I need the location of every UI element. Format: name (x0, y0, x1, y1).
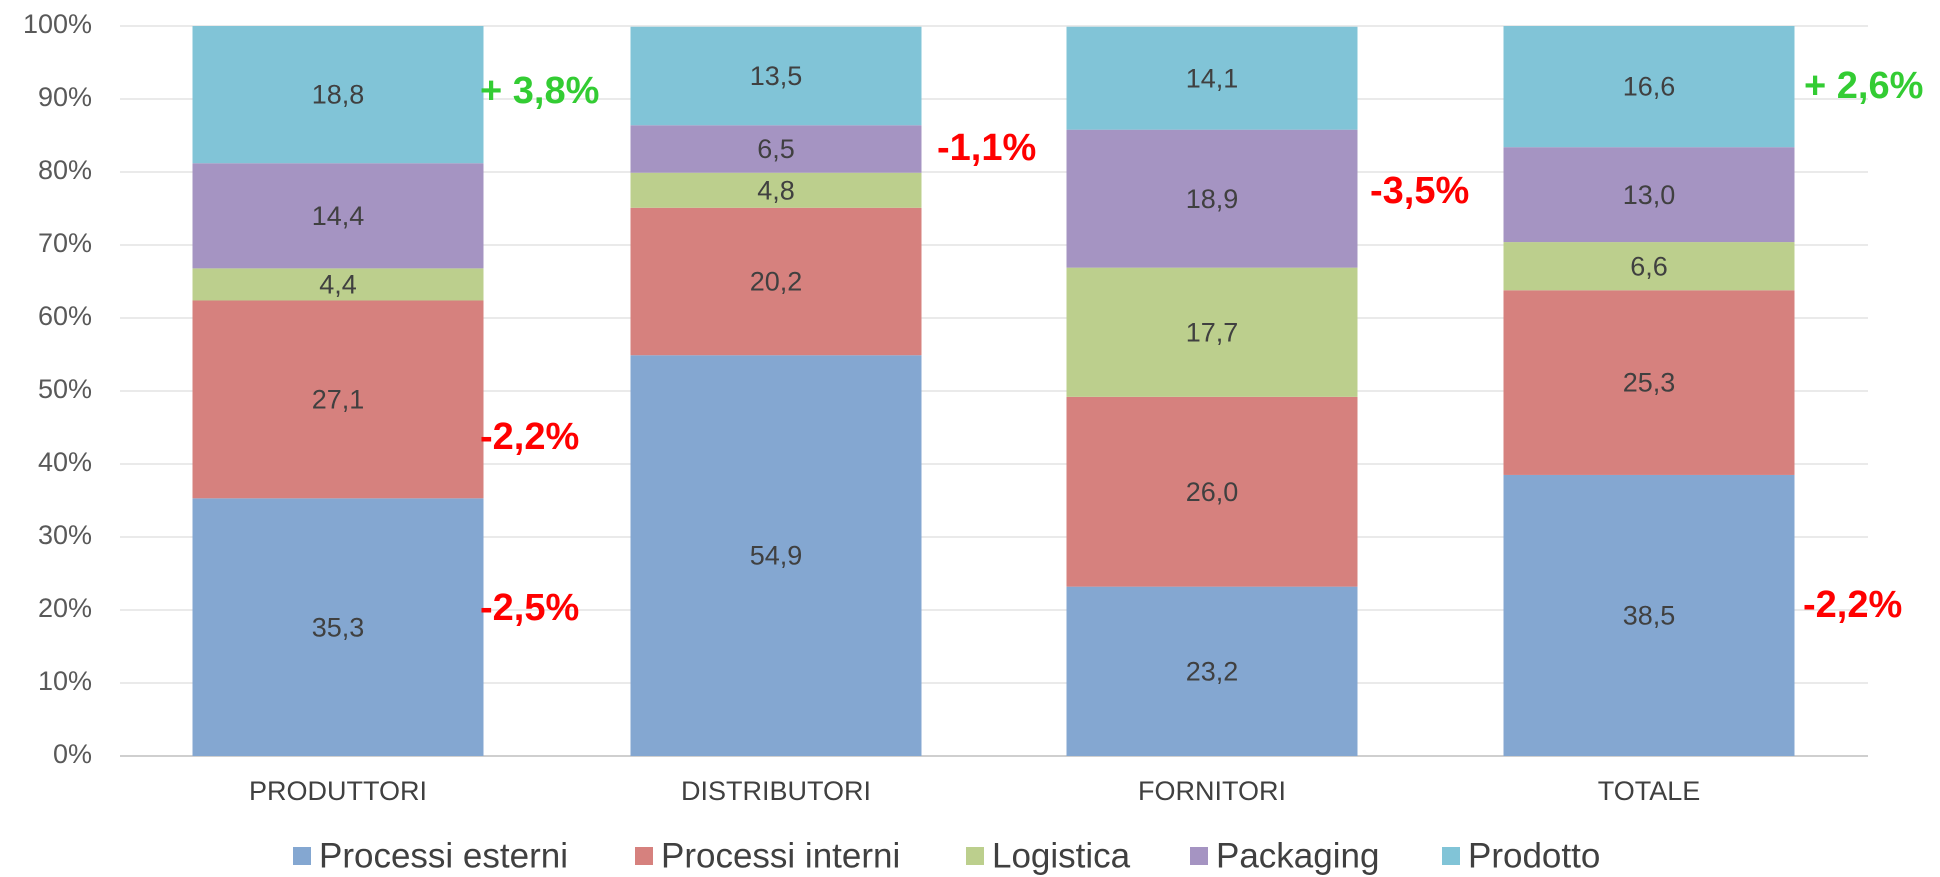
y-tick-label: 90% (38, 82, 92, 112)
bar-segment (1503, 26, 1795, 148)
legend-swatch (1442, 847, 1460, 865)
legend-swatch (1190, 847, 1208, 865)
data-label: 14,1 (1186, 63, 1239, 93)
y-tick-label: 20% (38, 593, 92, 623)
legend-label: Processi esterni (319, 836, 568, 875)
y-tick-label: 0% (53, 739, 92, 769)
bar-segment (630, 355, 922, 756)
legend-swatch (635, 847, 653, 865)
y-tick-label: 40% (38, 447, 92, 477)
data-label: 38,5 (1623, 601, 1676, 631)
annotation: -2,2% (1803, 584, 1902, 626)
x-tick-label: TOTALE (1598, 776, 1701, 806)
annotation: -1,1% (937, 127, 1036, 169)
data-label: 26,0 (1186, 477, 1239, 507)
x-tick-label: DISTRIBUTORI (681, 776, 871, 806)
annotation: + 2,6% (1804, 65, 1923, 107)
data-label: 27,1 (312, 385, 365, 415)
y-tick-label: 100% (23, 9, 92, 39)
bar-segment (192, 26, 484, 164)
data-label: 16,6 (1623, 72, 1676, 102)
bar-segment (630, 26, 922, 126)
bar-segment (1503, 242, 1795, 291)
bar-segment (1503, 147, 1795, 243)
bar-segment (630, 125, 922, 173)
data-label: 4,8 (757, 175, 795, 205)
bar-segment (1066, 26, 1358, 130)
bar-segment (1066, 129, 1358, 268)
x-tick-label: PRODUTTORI (249, 776, 427, 806)
data-label: 14,4 (312, 201, 365, 231)
annotation: -2,5% (480, 587, 579, 629)
legend-label: Prodotto (1468, 836, 1600, 875)
data-label: 6,6 (1630, 251, 1668, 281)
legend-label: Packaging (1216, 836, 1379, 875)
bar-segment (630, 207, 922, 356)
data-label: 23,2 (1186, 656, 1239, 686)
data-label: 35,3 (312, 612, 365, 642)
bar-segment (192, 300, 484, 499)
legend-swatch (293, 847, 311, 865)
y-tick-label: 70% (38, 228, 92, 258)
annotation: + 3,8% (480, 70, 599, 112)
data-label: 54,9 (750, 541, 803, 571)
bar-segment (192, 268, 484, 301)
data-label: 25,3 (1623, 368, 1676, 398)
y-tick-label: 80% (38, 155, 92, 185)
data-label: 20,2 (750, 267, 803, 297)
legend-swatch (966, 847, 984, 865)
x-tick-label: FORNITORI (1138, 776, 1286, 806)
bar-segment (1066, 267, 1358, 397)
bar-segment (192, 163, 484, 269)
y-tick-label: 30% (38, 520, 92, 550)
data-label: 6,5 (757, 134, 795, 164)
data-label: 18,9 (1186, 184, 1239, 214)
data-label: 13,0 (1623, 180, 1676, 210)
legend-label: Logistica (992, 836, 1131, 875)
data-label: 17,7 (1186, 317, 1239, 347)
bar-segment (1503, 290, 1795, 475)
data-label: 13,5 (750, 61, 803, 91)
bar-segment (192, 498, 484, 756)
annotation: -3,5% (1370, 170, 1469, 212)
bar-segment (1503, 474, 1795, 756)
legend-label: Processi interni (661, 836, 900, 875)
y-tick-label: 50% (38, 374, 92, 404)
bar-segment (1066, 586, 1358, 756)
data-label: 18,8 (312, 80, 365, 110)
annotation: -2,2% (480, 416, 579, 458)
y-tick-label: 10% (38, 666, 92, 696)
y-tick-label: 60% (38, 301, 92, 331)
data-label: 4,4 (319, 270, 357, 300)
bar-segment (1066, 396, 1358, 587)
bar-segment (630, 172, 922, 208)
